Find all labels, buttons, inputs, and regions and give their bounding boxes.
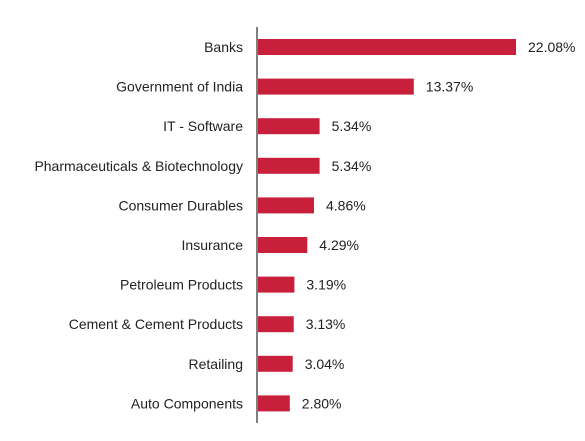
value-label: 22.08% [528, 39, 575, 55]
bar-5 [257, 237, 308, 253]
bar-9 [257, 395, 290, 412]
category-label: Cement & Cement Products [69, 316, 243, 332]
bar-7 [257, 316, 294, 333]
category-label: Retailing [189, 356, 243, 372]
value-label: 5.34% [332, 118, 372, 134]
bar-1 [257, 78, 414, 95]
category-label: Government of India [116, 79, 243, 95]
category-label: Insurance [182, 237, 244, 253]
value-label: 4.29% [319, 237, 359, 253]
bar-2 [257, 118, 320, 135]
category-label: Pharmaceuticals & Biotechnology [34, 158, 243, 174]
category-label: IT - Software [163, 118, 243, 134]
bar-8 [257, 355, 293, 372]
value-label: 2.80% [302, 395, 342, 411]
category-label: Banks [204, 39, 243, 55]
value-label: 3.19% [306, 277, 346, 293]
category-label: Consumer Durables [119, 197, 244, 213]
bar-4 [257, 197, 314, 214]
value-label: 5.34% [332, 158, 372, 174]
category-label: Petroleum Products [120, 277, 243, 293]
value-label: 4.86% [326, 197, 366, 213]
bars-group [257, 39, 516, 412]
value-labels-group: 22.08% 13.37% 5.34% 5.34% 4.86% 4.29% 3.19% 3.1… [302, 39, 576, 411]
bar-3 [257, 157, 320, 174]
category-label: Auto Components [131, 395, 243, 411]
bar-6 [257, 276, 295, 293]
value-label: 3.13% [306, 316, 346, 332]
category-labels-group: Banks Government of India IT - Software Pha… [34, 39, 243, 411]
bar-0 [257, 39, 516, 55]
value-label: 13.37% [426, 79, 473, 95]
value-label: 3.04% [305, 356, 345, 372]
